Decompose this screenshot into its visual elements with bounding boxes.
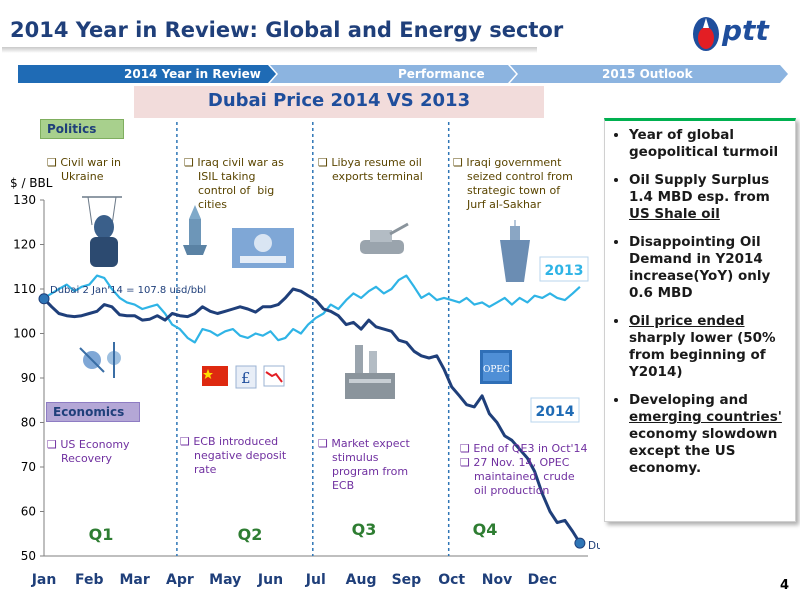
x-tick-label: Feb — [75, 572, 104, 588]
svg-text:£: £ — [241, 369, 251, 387]
politics-tag: Politics — [40, 119, 124, 139]
warship-icon — [500, 220, 530, 282]
quarter-label: Q4 — [473, 520, 498, 539]
x-tick-label: Sep — [392, 572, 422, 588]
nav-chevron-performance — [270, 65, 516, 83]
china-flag-icon — [202, 366, 228, 386]
slide-title: 2014 Year in Review: Global and Energy s… — [10, 18, 564, 42]
summary-bullet: Oil price ended sharply lower (50% from … — [629, 313, 789, 381]
chart-overlays: Dubai 2 Jan'14 = 107.8 usd/bbl Dubai 31 D… — [50, 256, 600, 552]
ptt-logo-text: ptt — [722, 14, 769, 47]
isil-poster-icon — [232, 228, 294, 268]
y-tick-label: 100 — [13, 327, 36, 341]
annotation-libya-exports: ❑ Libya resume oil exports terminal — [318, 156, 423, 183]
falling-chart-icon — [263, 365, 285, 387]
quarter-label: Q3 — [352, 520, 377, 539]
y-axis-label: $ / BBL — [10, 176, 53, 190]
tank-icon — [360, 222, 409, 254]
pound-sign-icon: £ — [235, 365, 257, 389]
quarter-label: Q1 — [89, 525, 114, 544]
summary-panel: Year of global geopolitical turmoil Oil … — [604, 118, 796, 522]
x-axis: Jan Feb Mar Apr May Jun Jul Aug Sep Oct Nov Dec — [31, 555, 588, 588]
nav-item-performance[interactable]: Performance — [398, 67, 485, 81]
x-tick-label: Jul — [305, 572, 326, 588]
x-tick-label: Nov — [482, 572, 512, 588]
annotation-iraq-isil: ❑ Iraq civil war as ISIL taking control … — [184, 156, 284, 211]
title-underline — [2, 47, 537, 53]
x-tick-label: Apr — [166, 572, 194, 588]
series-label-2014: 2014 — [536, 404, 575, 420]
x-tick-label: May — [209, 572, 241, 588]
summary-bullet: Year of global geopolitical turmoil — [629, 127, 789, 161]
annotation-qe3-opec: ❑ End of QE3 in Oct'14 ❑ 27 Nov. 14, OPE… — [460, 442, 588, 497]
summary-bullet: Developing and emerging countries' econo… — [629, 392, 789, 477]
series-label-2013-box — [539, 256, 589, 282]
economics-tag: Economics — [46, 402, 140, 422]
series-line-2013 — [43, 274, 581, 344]
nav-item-year-in-review[interactable]: 2014 Year in Review — [124, 67, 261, 81]
section-nav-bar — [18, 65, 788, 83]
annotation-iraq-jurf: ❑ Iraqi government seized control from s… — [453, 156, 573, 211]
subtitle-banner — [134, 86, 544, 118]
opec-logo-icon: OPEC — [480, 350, 512, 384]
svg-text:OPEC: OPEC — [483, 365, 510, 375]
event-icons: £ OPEC — [79, 196, 530, 399]
annotation-ecb-negative-rate: ❑ ECB introduced negative deposit rate — [180, 435, 287, 476]
x-tick-label: Mar — [119, 572, 149, 588]
nav-item-2015-outlook[interactable]: 2015 Outlook — [602, 67, 693, 81]
summary-bullet: Disappointing Oil Demand in Y2014 increa… — [629, 234, 789, 302]
y-tick-label: 70 — [21, 460, 36, 474]
page-number: 4 — [780, 578, 790, 593]
nav-chevron-outlook — [510, 65, 788, 83]
start-point-marker — [38, 293, 50, 305]
start-callout: Dubai 2 Jan'14 = 107.8 usd/bbl — [50, 285, 206, 296]
nav-chevron-review — [18, 65, 276, 83]
annotation-us-recovery: ❑ US Economy Recovery — [47, 438, 130, 465]
end-point-marker — [574, 537, 586, 549]
ukraine-puppet-icon — [82, 196, 122, 267]
x-tick-label: Jun — [257, 572, 283, 588]
x-tick-label: Oct — [438, 572, 465, 588]
y-tick-label: 130 — [13, 193, 36, 207]
x-tick-label: Jan — [31, 572, 57, 588]
end-callout: Dubai 31 Dec'14 = 52.9 usd/bbl — [588, 540, 600, 552]
series-line-2014 — [42, 287, 582, 544]
series-lines — [42, 274, 582, 544]
x-tick-label: Dec — [528, 572, 557, 588]
rocket-launcher-icon — [183, 205, 207, 255]
y-tick-label: 60 — [21, 505, 36, 519]
series-markers — [38, 293, 586, 549]
series-label-2013: 2013 — [545, 263, 584, 279]
y-tick-label: 110 — [13, 282, 36, 296]
y-tick-label: 50 — [21, 549, 36, 563]
refinery-icon — [345, 345, 395, 399]
summary-bullet: Oil Supply Surplus 1.4 MBD esp. from US … — [629, 172, 789, 223]
y-tick-label: 120 — [13, 238, 36, 252]
y-tick-label: 80 — [21, 416, 36, 430]
chart-subtitle: Dubai Price 2014 VS 2013 — [207, 90, 471, 111]
y-axis: $ / BBL 50 60 70 80 90 100 110 120 130 — [10, 176, 53, 563]
ptt-logo-icon — [693, 17, 719, 51]
quarter-label: Q2 — [238, 525, 263, 544]
y-tick-label: 90 — [21, 371, 36, 385]
quarter-dividers — [176, 122, 450, 556]
dubai-price-chart: $ / BBL 50 60 70 80 90 100 110 120 130 Jan Feb Mar A… — [10, 122, 600, 588]
x-tick-label: Aug — [346, 572, 377, 588]
annotation-ecb-stimulus: ❑ Market expect stimulus program from EC… — [318, 437, 410, 492]
satellites-icon — [79, 342, 121, 378]
summary-bullets: Year of global geopolitical turmoil Oil … — [605, 127, 795, 477]
annotation-civil-war-ukraine: ❑ Civil war in Ukraine — [47, 156, 121, 183]
series-label-2014-box — [530, 397, 580, 423]
